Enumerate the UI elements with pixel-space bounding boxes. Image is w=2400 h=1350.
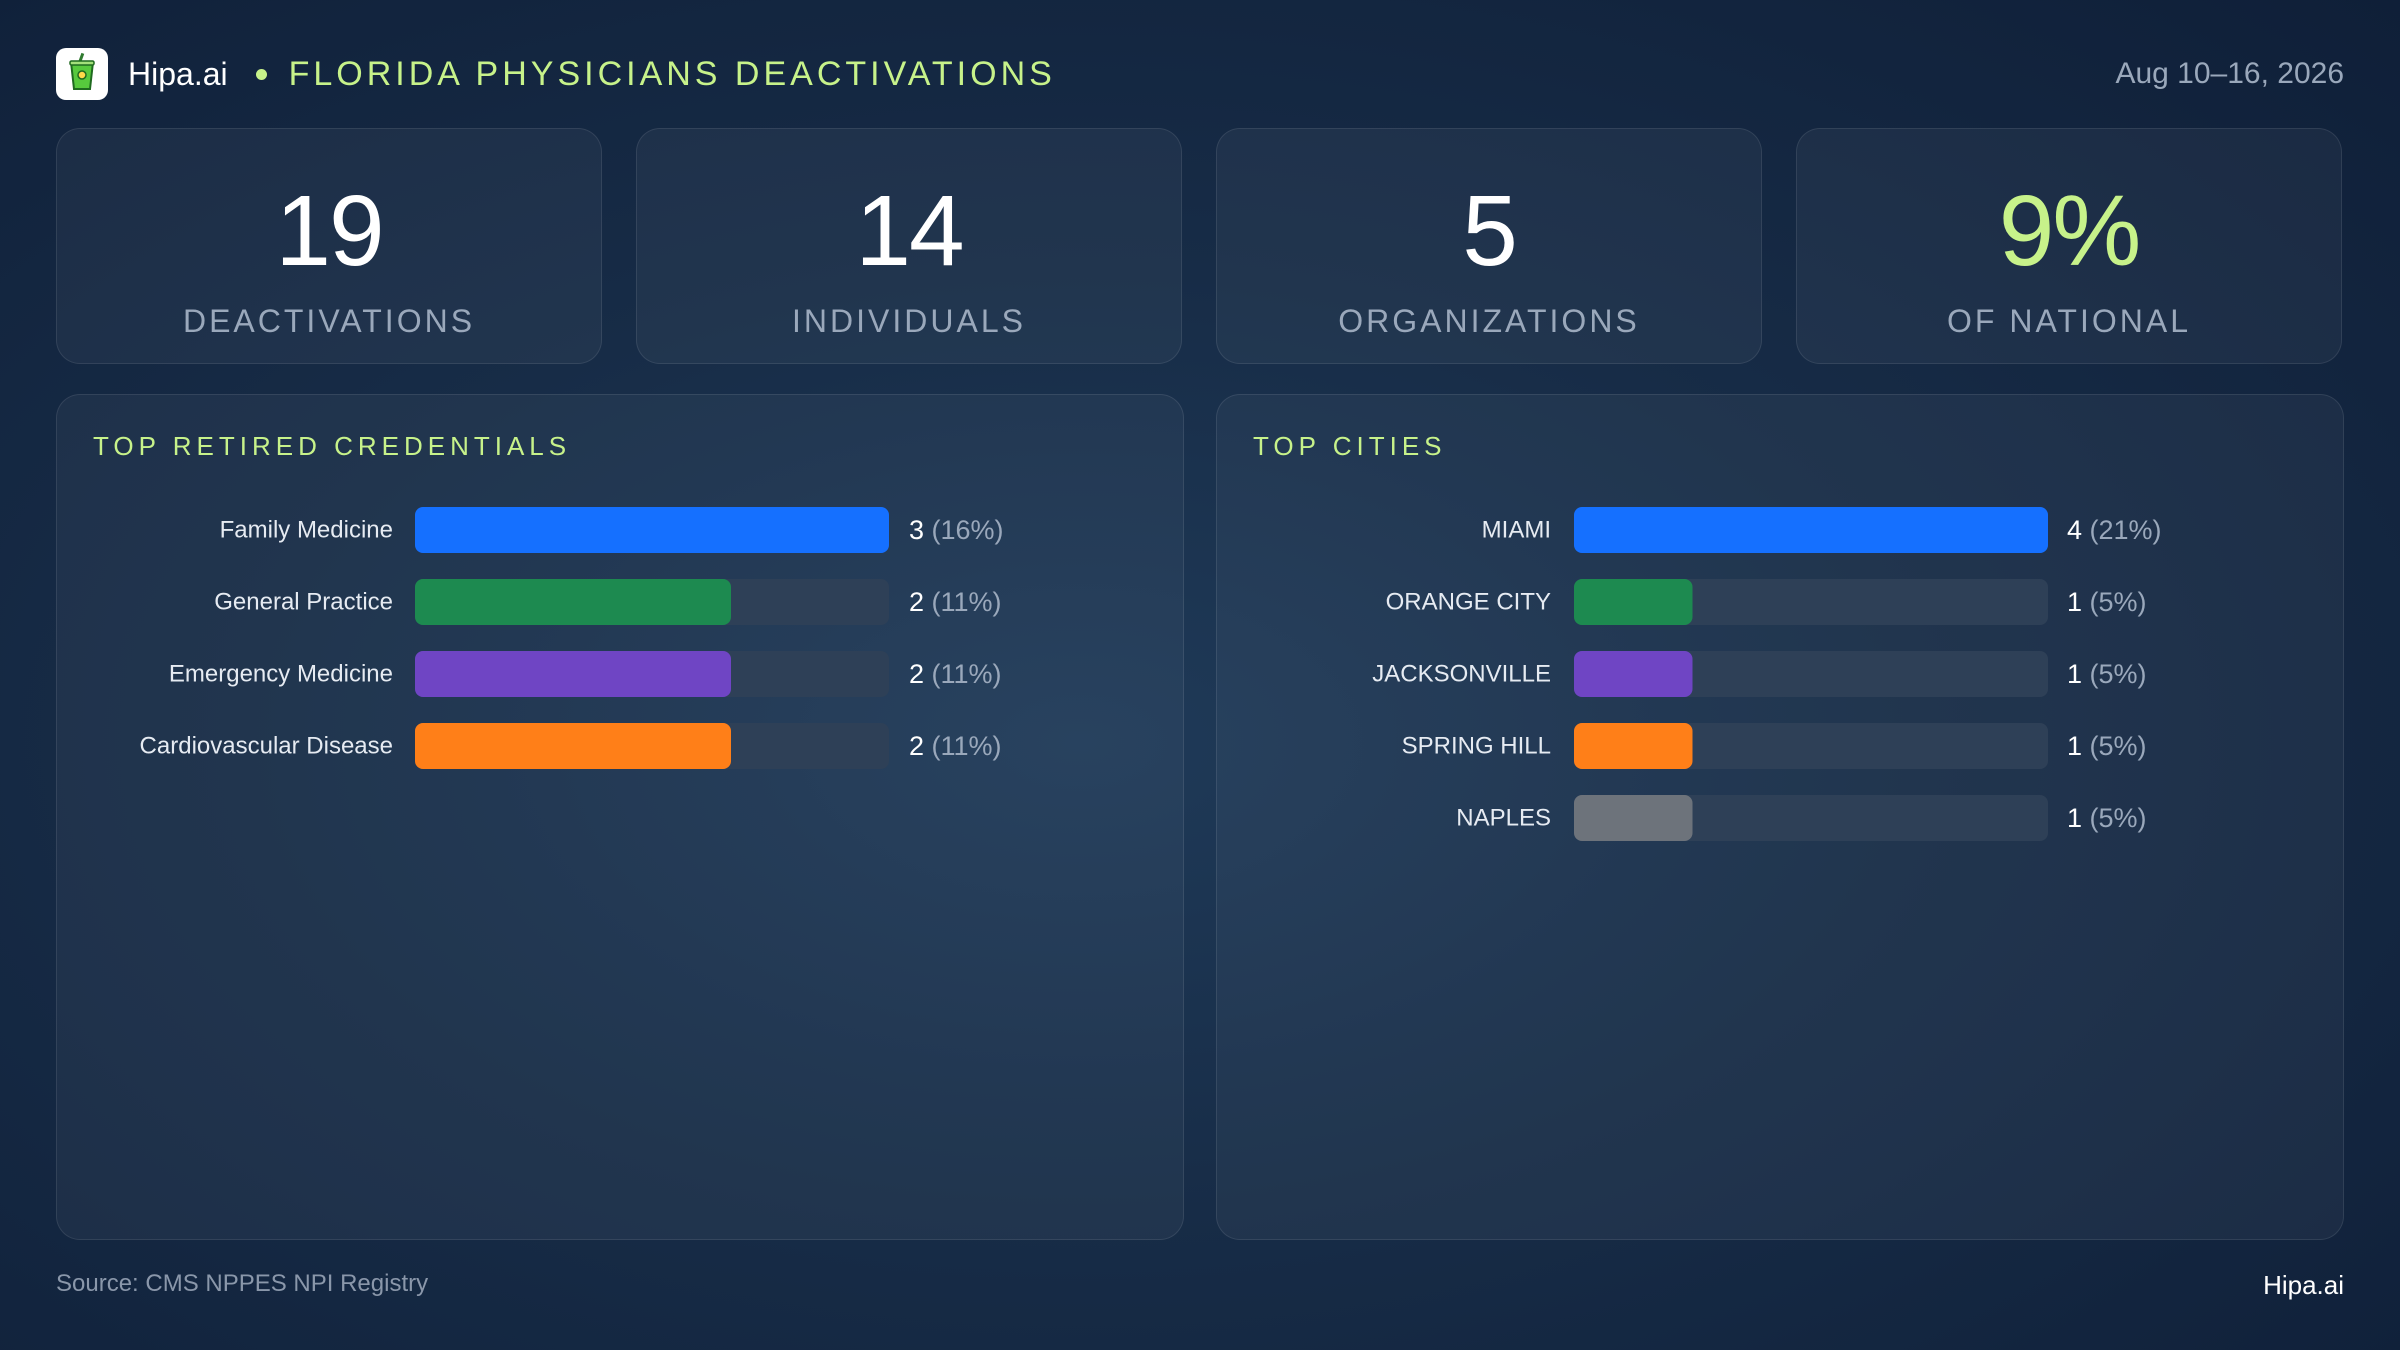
- bar: [415, 507, 889, 553]
- kpi-card-individuals: 14 INDIVIDUALS: [636, 128, 1182, 364]
- bar-category-label: NAPLES: [1456, 805, 1551, 832]
- bar-category-label: SPRING HILL: [1402, 733, 1551, 760]
- bar-value-label: 1 (5%): [2067, 731, 2147, 761]
- bar-category-label: MIAMI: [1482, 517, 1551, 544]
- bar-value-label: 2 (11%): [909, 731, 1002, 761]
- kpi-value: 9%: [1998, 175, 2142, 287]
- bar-category-label: General Practice: [214, 589, 393, 616]
- kpi-card-deactivations: 19 DEACTIVATIONS: [56, 128, 602, 364]
- kpi-value: 5: [1462, 175, 1518, 287]
- bar: [415, 723, 731, 769]
- credentials-panel: TOP RETIRED CREDENTIALS Family Medicine 3…: [56, 394, 1184, 1240]
- bar-value-label: 4 (21%): [2067, 515, 2162, 545]
- kpi-value: 14: [855, 175, 964, 287]
- brand-name: Hipa.ai: [128, 55, 228, 92]
- kpi-label: DEACTIVATIONS: [182, 303, 476, 339]
- bar: [1574, 723, 1693, 769]
- bar-category-label: Emergency Medicine: [169, 661, 393, 688]
- bar: [1574, 507, 2048, 553]
- cities-bar-chart: MIAMI 4 (21%) ORANGE CITY 1 (5%) JACKSONVILL…: [1372, 507, 2162, 841]
- bar-value-label: 1 (5%): [2067, 659, 2147, 689]
- green-cup-icon: [65, 52, 99, 97]
- bar-value-label: 2 (11%): [909, 659, 1002, 689]
- bar: [1574, 651, 1693, 697]
- bar-value-label: 3 (16%): [909, 515, 1004, 545]
- bar: [415, 579, 731, 625]
- source-note: Source: CMS NPPES NPI Registry: [56, 1270, 429, 1297]
- kpi-card-organizations: 5 ORGANIZATIONS: [1216, 128, 1762, 364]
- kpi-label: INDIVIDUALS: [792, 303, 1026, 339]
- bar: [415, 651, 731, 697]
- bar-value-label: 2 (11%): [909, 587, 1002, 617]
- date-range: Aug 10–16, 2026: [2115, 57, 2344, 90]
- cities-panel: TOP CITIES MIAMI 4 (21%) ORANGE CITY 1 (5%)…: [1216, 394, 2344, 1240]
- bar-value-label: 1 (5%): [2067, 803, 2147, 833]
- panel-title: TOP RETIRED CREDENTIALS: [93, 431, 572, 461]
- kpi-label: OF NATIONAL: [1947, 303, 2191, 339]
- bar-category-label: Family Medicine: [220, 517, 393, 544]
- header: Hipa.ai FLORIDA PHYSICIANS DEACTIVATIONS…: [56, 46, 2344, 102]
- bar-category-label: Cardiovascular Disease: [140, 733, 393, 760]
- bar-category-label: ORANGE CITY: [1386, 589, 1551, 616]
- bar-category-label: JACKSONVILLE: [1372, 661, 1551, 688]
- bar: [1574, 579, 1693, 625]
- logo: [56, 48, 108, 100]
- kpi-label: ORGANIZATIONS: [1338, 303, 1640, 339]
- credentials-bar-chart: Family Medicine 3 (16%) General Practice 2 …: [140, 507, 1004, 769]
- page-title: FLORIDA PHYSICIANS DEACTIVATIONS: [288, 54, 1056, 93]
- footer-brand: Hipa.ai: [2263, 1270, 2344, 1300]
- panel-title: TOP CITIES: [1253, 431, 1447, 461]
- kpi-card-national-share: 9% OF NATIONAL: [1796, 128, 2342, 364]
- bar: [1574, 795, 1693, 841]
- separator-dot: [255, 68, 267, 80]
- bar-value-label: 1 (5%): [2067, 587, 2147, 617]
- kpi-value: 19: [275, 175, 384, 287]
